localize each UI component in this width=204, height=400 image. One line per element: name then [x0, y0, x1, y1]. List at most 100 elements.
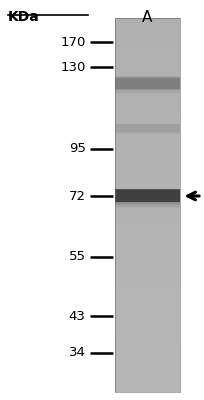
Bar: [115, 55, 180, 60]
Bar: [115, 298, 180, 303]
Bar: [115, 237, 180, 242]
Bar: [115, 219, 180, 224]
Bar: [115, 331, 180, 336]
Bar: [115, 368, 180, 373]
Bar: [115, 148, 180, 154]
Bar: [115, 336, 180, 340]
Bar: [115, 139, 180, 144]
Text: 34: 34: [69, 346, 86, 359]
Bar: [115, 93, 180, 94]
Bar: [115, 223, 180, 228]
Bar: [115, 162, 180, 168]
Text: 72: 72: [69, 190, 86, 202]
Bar: [115, 88, 180, 93]
Bar: [115, 89, 180, 90]
Bar: [115, 303, 180, 308]
Bar: [115, 189, 180, 190]
Bar: [115, 190, 180, 202]
Bar: [115, 203, 180, 204]
Bar: [115, 167, 180, 172]
Bar: [115, 189, 180, 190]
Bar: [115, 189, 180, 190]
Bar: [115, 189, 180, 190]
Bar: [115, 186, 180, 191]
Bar: [115, 22, 180, 27]
Bar: [115, 78, 180, 84]
Bar: [115, 18, 180, 392]
Bar: [115, 312, 180, 317]
Bar: [115, 133, 180, 134]
Bar: [115, 134, 180, 135]
Bar: [115, 120, 180, 126]
Text: 95: 95: [69, 142, 86, 155]
Bar: [115, 92, 180, 93]
Bar: [115, 326, 180, 331]
Bar: [115, 251, 180, 256]
Bar: [115, 91, 180, 92]
Bar: [115, 387, 180, 392]
Bar: [115, 275, 180, 280]
Bar: [115, 64, 180, 70]
Bar: [115, 77, 180, 78]
Text: 43: 43: [69, 310, 86, 322]
Bar: [115, 188, 180, 189]
Text: 130: 130: [60, 61, 86, 74]
Bar: [115, 364, 180, 369]
Bar: [115, 83, 180, 88]
Bar: [115, 204, 180, 210]
Bar: [115, 195, 180, 200]
Bar: [115, 111, 180, 116]
Bar: [115, 36, 180, 41]
Bar: [115, 77, 180, 78]
Bar: [115, 289, 180, 294]
Bar: [115, 209, 180, 214]
Bar: [115, 97, 180, 102]
Bar: [115, 106, 180, 112]
Text: KDa: KDa: [8, 10, 40, 24]
Bar: [115, 27, 180, 32]
Bar: [115, 74, 180, 79]
Bar: [115, 116, 180, 121]
Bar: [115, 90, 180, 91]
Bar: [115, 189, 180, 190]
Bar: [115, 308, 180, 312]
Bar: [115, 190, 180, 196]
Bar: [115, 124, 180, 132]
Bar: [115, 18, 180, 23]
Bar: [115, 294, 180, 298]
Bar: [115, 76, 180, 77]
Bar: [115, 247, 180, 252]
Bar: [115, 265, 180, 270]
Bar: [115, 279, 180, 284]
Bar: [115, 350, 180, 354]
Bar: [115, 77, 180, 78]
Bar: [115, 214, 180, 219]
Text: A: A: [142, 10, 153, 25]
Bar: [115, 153, 180, 158]
Bar: [115, 69, 180, 74]
Bar: [115, 242, 180, 247]
Bar: [115, 189, 180, 190]
Bar: [115, 76, 180, 77]
Bar: [115, 172, 180, 177]
Bar: [115, 41, 180, 46]
Bar: [115, 322, 180, 326]
Bar: [115, 206, 180, 207]
Bar: [115, 92, 180, 98]
Bar: [115, 207, 180, 208]
Bar: [115, 60, 180, 65]
Bar: [115, 32, 180, 37]
Bar: [115, 102, 180, 107]
Bar: [115, 382, 180, 387]
Bar: [115, 46, 180, 51]
Bar: [115, 378, 180, 383]
Bar: [115, 204, 180, 205]
Bar: [115, 233, 180, 238]
Bar: [115, 354, 180, 359]
Bar: [115, 373, 180, 378]
Bar: [115, 200, 180, 205]
Bar: [115, 256, 180, 261]
Bar: [115, 144, 180, 149]
Bar: [115, 134, 180, 140]
Bar: [115, 270, 180, 275]
